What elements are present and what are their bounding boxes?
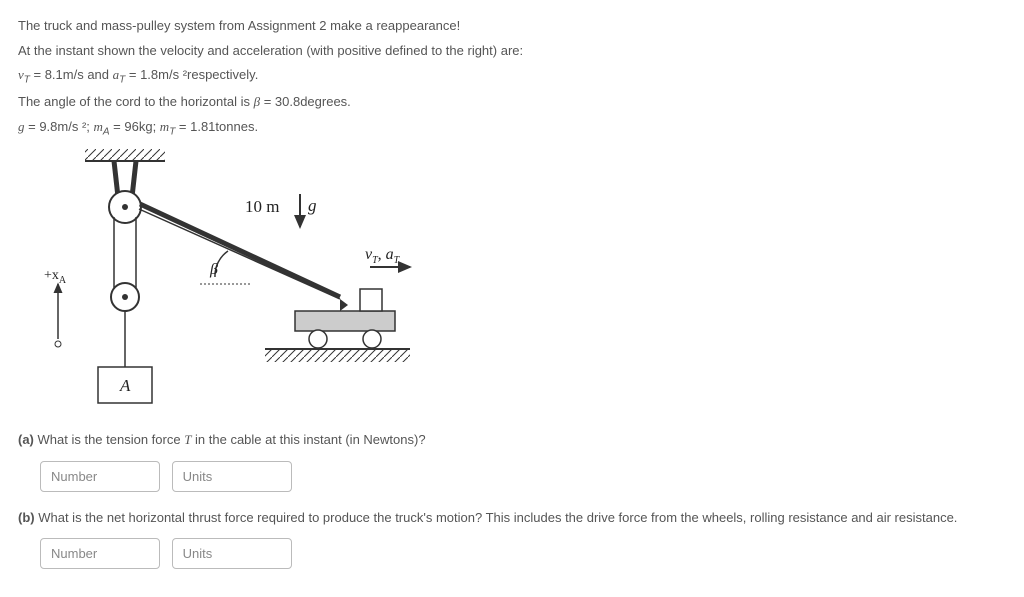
qa-post: in the cable at this instant (in Newtons… <box>191 432 425 447</box>
var-ma: m <box>94 119 103 134</box>
intro-line-3: vT = 8.1m/s and aT = 1.8m/s ²respectivel… <box>18 63 1006 90</box>
qb-units-input[interactable] <box>172 538 292 569</box>
question-b: (b) What is the net horizontal thrust fo… <box>18 506 1006 531</box>
qb-number-input[interactable] <box>40 538 160 569</box>
txt2: = 1.8m/s ²respectively. <box>125 67 258 82</box>
var-mt: m <box>160 119 169 134</box>
txt7: = 1.81tonnes. <box>175 119 258 134</box>
at-sub: T <box>394 255 401 266</box>
diagram: 10 m g A β +xA vT, aT <box>40 149 1006 418</box>
qa-inputs <box>40 461 1006 492</box>
qb-lead: (b) <box>18 510 35 525</box>
qa-units-input[interactable] <box>172 461 292 492</box>
intro-line-2: At the instant shown the velocity and ac… <box>18 39 1006 64</box>
txt3: The angle of the cord to the horizontal … <box>18 94 254 109</box>
qa-lead: (a) <box>18 432 34 447</box>
length-label: 10 m <box>245 197 279 216</box>
txt5: = 9.8m/s ²; <box>25 119 94 134</box>
at-label: , a <box>378 246 394 263</box>
intro-line-1: The truck and mass-pulley system from As… <box>18 14 1006 39</box>
txt4: = 30.8degrees. <box>260 94 351 109</box>
qa-number-input[interactable] <box>40 461 160 492</box>
txt1: = 8.1m/s and <box>30 67 113 82</box>
question-a: (a) What is the tension force T in the c… <box>18 428 1006 453</box>
svg-text:+xA: +xA <box>44 268 67 286</box>
intro-line-5: g = 9.8m/s ²; mA = 96kg; mT = 1.81tonnes… <box>18 115 1006 142</box>
sub-a: A <box>103 126 110 137</box>
qa-pre: What is the tension force <box>34 432 184 447</box>
intro-line-4: The angle of the cord to the horizontal … <box>18 90 1006 115</box>
qb-text: What is the net horizontal thrust force … <box>35 510 958 525</box>
xa-sub: A <box>59 275 67 286</box>
svg-text:vT, aT: vT, aT <box>365 246 401 266</box>
beta-label: β <box>209 261 218 278</box>
g-label: g <box>308 196 317 215</box>
xa-label: +x <box>44 268 59 283</box>
qb-inputs <box>40 538 1006 569</box>
block-a-label: A <box>119 376 131 395</box>
txt6: = 96kg; <box>110 119 160 134</box>
